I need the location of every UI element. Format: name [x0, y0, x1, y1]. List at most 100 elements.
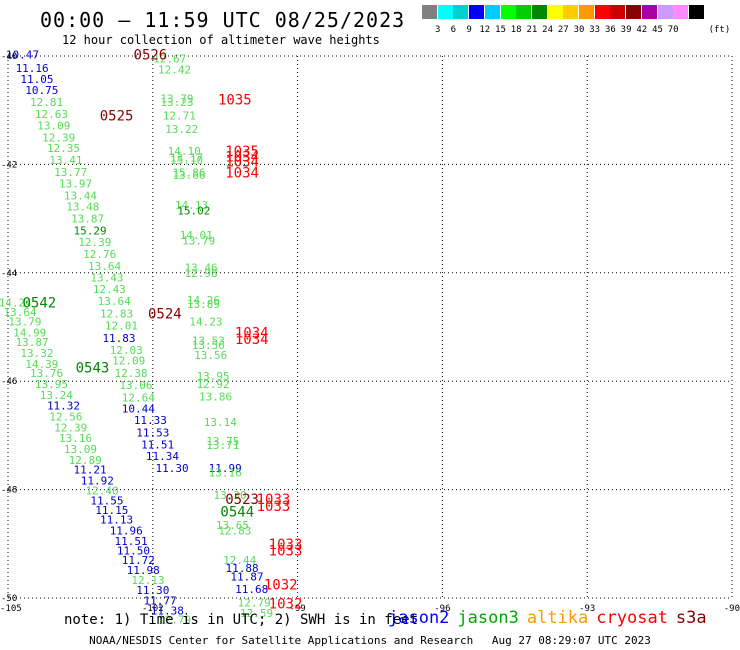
wave-height-value: 12.59: [240, 607, 273, 620]
lon-label: -105: [0, 604, 22, 614]
wave-height-value: 11.34: [146, 450, 179, 463]
wave-height-value: 13.30: [213, 489, 246, 502]
wave-height-value: 11.21: [73, 464, 106, 477]
axis-labels: -40 -42 -44 -46 -48 -50-105 -102 -99 -96 -93 -90: [0, 52, 740, 614]
wave-height-value: 13.41: [49, 154, 82, 167]
wave-height-value: 11.87: [230, 570, 263, 583]
wave-height-value: 11.99: [209, 462, 242, 475]
wave-height-value: 12.79: [238, 596, 271, 609]
wave-height-value: 11.33: [134, 414, 167, 427]
credit-line: NOAA/NESDIS Center for Satellite Applica…: [0, 634, 740, 647]
legend-tick: 27: [557, 25, 569, 35]
wave-height-value: 12.39: [42, 131, 75, 144]
satellite-altika: altika: [526, 608, 589, 628]
wave-height-value: 11.83: [102, 332, 135, 345]
wave-height-value: 12.03: [110, 344, 143, 357]
wave-height-value: 14.39: [25, 358, 58, 371]
wave-height-value: 12.40: [86, 485, 119, 498]
legend-swatch: [453, 5, 469, 19]
lat-label: -40: [1, 52, 17, 62]
wave-height-value: 11.16: [16, 62, 49, 75]
wave-height-value: 12.01: [105, 319, 138, 332]
wave-height-value: 13.64: [88, 260, 121, 273]
wave-height-value: 11.55: [90, 494, 123, 507]
wave-height-value: 11.50: [117, 544, 150, 557]
wave-height-value: 12.67: [153, 53, 186, 66]
wave-height-value: 15.86: [172, 167, 205, 180]
wave-height-value: 14.10: [168, 145, 201, 158]
wave-height-value: 13.53: [192, 335, 225, 348]
legend-swatch: [657, 5, 673, 19]
wave-height-value: 11.13: [100, 513, 133, 526]
track-time-label: 1034: [235, 332, 269, 348]
wave-height-value: 15.10: [170, 154, 203, 167]
satellite-jason2: jason2: [388, 608, 450, 628]
wave-height-value: 11.92: [81, 474, 114, 487]
track-time-label: 1033: [269, 537, 303, 553]
wave-height-value: 13.46: [185, 261, 218, 274]
satellite-s3a: s3a: [675, 608, 707, 628]
wave-height-value: 13.56: [194, 349, 227, 362]
track-time-label: 0524: [148, 306, 182, 322]
legend-tick: 12: [479, 25, 491, 35]
legend-tick: 6: [450, 25, 457, 35]
track-time-label: 0544: [220, 504, 254, 520]
track-time-label: 1033: [269, 543, 303, 559]
legend-tick: 70: [667, 25, 679, 35]
legend-tick: 24: [542, 25, 554, 35]
wave-height-value: 12.35: [47, 142, 80, 155]
wave-height-value: 13.32: [20, 347, 53, 360]
wave-height-value: 12.13: [131, 574, 164, 587]
wave-height-value: 11.15: [95, 504, 128, 517]
track-time-label: 0523: [225, 492, 259, 508]
wave-height-value: 10.47: [6, 48, 39, 61]
wave-height-value: 13.17: [170, 151, 203, 164]
wave-height-value: 11.30: [136, 584, 169, 597]
wave-height-value: 13.76: [30, 367, 63, 380]
legend-tick: 33: [589, 25, 601, 35]
satellite-legend: jason2 jason3 altika cryosat s3a: [388, 608, 715, 628]
page-title: 00:00 — 11:59 UTC 08/25/2023: [40, 8, 406, 32]
lon-label: -90: [724, 604, 740, 614]
wave-height-value: 14.26: [187, 294, 220, 307]
wave-height-value: 13.43: [90, 272, 123, 285]
wave-height-value: 13.14: [204, 416, 237, 429]
wave-height-value: 13.95: [197, 370, 230, 383]
legend-swatch: [673, 5, 689, 19]
legend-tick: 45: [652, 25, 663, 35]
wave-height-value: 13.79: [8, 316, 41, 329]
legend-swatch: [579, 5, 594, 19]
wave-height-value: 13.24: [40, 389, 73, 402]
wave-height-value: 11.68: [235, 583, 268, 596]
track-time-label: 0543: [76, 361, 110, 377]
track-time-label: 1033: [257, 499, 291, 515]
legend-swatch: [469, 5, 485, 19]
wave-height-value: 12.63: [35, 108, 68, 121]
lon-label: -96: [434, 604, 450, 614]
track-time-label: 1032: [264, 577, 298, 593]
wave-height-value: 15.02: [177, 204, 210, 217]
legend-tick: 39: [620, 25, 632, 35]
wave-height-value: 12.39: [54, 421, 87, 434]
wave-height-value: 13.22: [165, 123, 198, 136]
legend-swatch: [500, 5, 516, 19]
legend-swatch: [641, 5, 657, 19]
legend-swatch: [563, 5, 579, 19]
wave-height-value: 12.56: [49, 410, 82, 423]
legend-swatch: [437, 5, 453, 19]
wave-height-value: 11.77: [143, 595, 176, 608]
track-time-label: 1034: [225, 166, 259, 182]
wave-height-value: 11.51: [115, 535, 148, 548]
wave-height-value: 13.97: [59, 177, 92, 190]
subtitle: 12 hour collection of altimeter wave hei…: [62, 33, 380, 47]
lon-label: -93: [579, 604, 595, 614]
wave-height-value: 11.05: [20, 73, 53, 86]
wave-height-value: 11.96: [110, 524, 143, 537]
wave-height-value: 13.16: [59, 432, 92, 445]
wave-height-value: 12.43: [93, 283, 126, 296]
legend-swatch: [516, 5, 532, 19]
wave-height-value: 13.95: [35, 378, 68, 391]
wave-height-value: 12.71: [163, 110, 196, 123]
legend-swatch: [422, 5, 437, 19]
